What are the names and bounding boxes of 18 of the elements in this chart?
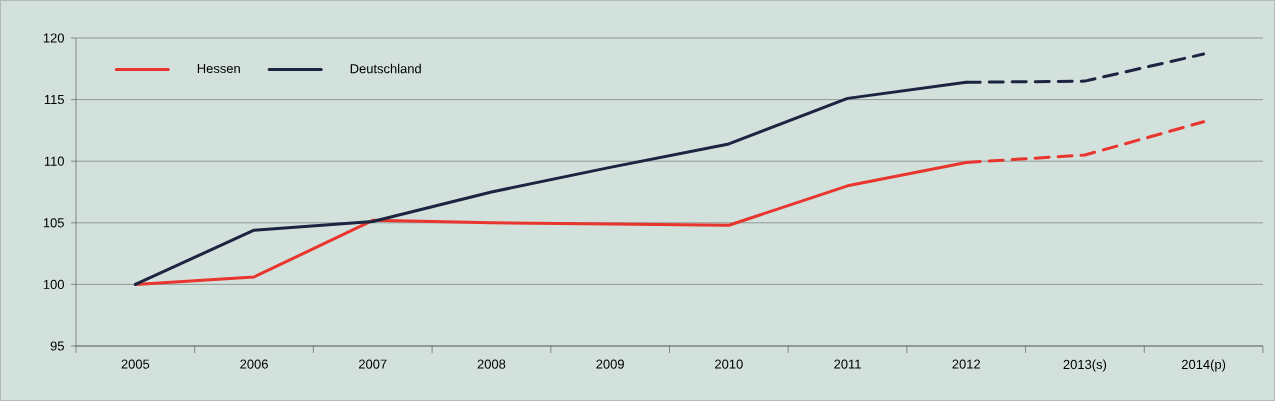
y-tick-label: 100 xyxy=(43,279,64,289)
x-tick-label: 2009 xyxy=(596,359,624,369)
x-tick-label: 2013(s) xyxy=(1063,359,1107,372)
y-tick-label: 115 xyxy=(44,95,64,105)
x-tick-label: 2011 xyxy=(834,359,861,369)
y-tick-label: 120 xyxy=(43,33,64,43)
y-tick-label: 110 xyxy=(44,156,64,166)
legend-label: Deutschland xyxy=(350,63,421,74)
x-tick-label: 2005 xyxy=(121,359,150,369)
y-tick-label: 95 xyxy=(50,341,64,351)
legend-label: Hessen xyxy=(197,63,240,74)
x-tick-label: 2006 xyxy=(240,359,268,369)
x-tick-label: 2007 xyxy=(358,359,387,369)
x-tick-label: 2012 xyxy=(952,359,980,369)
x-tick-label: 2010 xyxy=(715,359,743,369)
y-tick-label: 105 xyxy=(43,218,64,228)
x-tick-label: 2008 xyxy=(477,359,506,369)
x-tick-label: 2014(p) xyxy=(1181,359,1226,372)
